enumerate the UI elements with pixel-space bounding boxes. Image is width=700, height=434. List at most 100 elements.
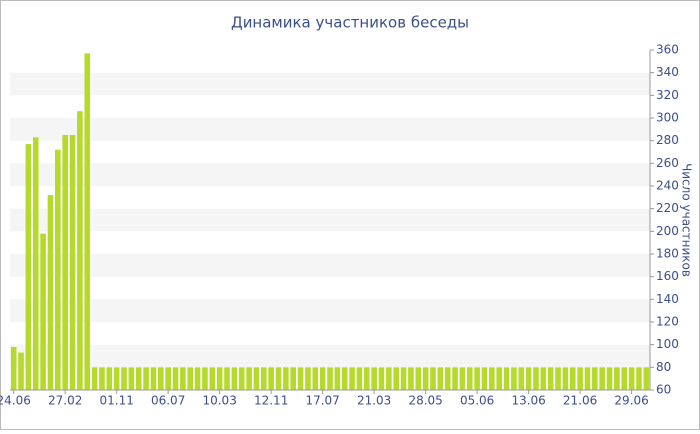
bar [99, 367, 105, 390]
bar [158, 367, 164, 390]
bar [349, 367, 355, 390]
bar [10, 346, 17, 390]
bar [128, 367, 135, 390]
x-tick-label: 17.07 [305, 394, 339, 408]
bar [577, 367, 583, 390]
bar [474, 367, 480, 390]
y-tick-label: 220 [656, 201, 679, 215]
bar [518, 367, 525, 390]
y-axis-label: Число участников [680, 163, 694, 277]
x-tick-label: 12.11 [254, 394, 288, 408]
x-tick-label: 06.07 [151, 394, 185, 408]
bar [47, 195, 54, 390]
x-tick-label: 13.06 [511, 394, 545, 408]
grid-band [10, 208, 650, 232]
bar [135, 367, 142, 390]
bar [555, 367, 561, 390]
y-tick-label: 80 [656, 360, 671, 374]
y-tick-label: 360 [656, 43, 679, 57]
y-tick-label: 340 [656, 65, 679, 79]
bar [378, 367, 385, 390]
y-tick-label: 240 [656, 179, 679, 193]
bar [386, 367, 392, 390]
bar [106, 367, 113, 390]
bar [297, 367, 304, 390]
bar [628, 367, 635, 390]
y-tick-label: 60 [656, 383, 671, 397]
grid-band [10, 118, 650, 141]
bar [334, 367, 341, 390]
bar [511, 367, 517, 390]
bar [202, 367, 208, 390]
x-tick-label: 28.05 [408, 394, 442, 408]
bar [584, 367, 591, 390]
bar [481, 367, 488, 390]
x-tick-label: 27.02 [48, 394, 82, 408]
bar [489, 367, 495, 390]
y-tick-label: 120 [656, 315, 679, 329]
y-tick-label: 300 [656, 111, 679, 125]
bar [363, 367, 370, 390]
bar [319, 367, 326, 390]
y-tick-label: 180 [656, 247, 679, 261]
x-tick-label: 24.06 [0, 394, 31, 408]
bar [415, 367, 422, 390]
bar [283, 367, 289, 390]
bar [187, 367, 194, 390]
bar [180, 367, 186, 390]
bar [194, 367, 201, 390]
bar [437, 367, 444, 390]
x-tick-label: 10.03 [202, 394, 236, 408]
y-tick-label: 280 [656, 133, 679, 147]
bar [246, 367, 252, 390]
y-tick-label: 260 [656, 156, 679, 170]
bar [172, 367, 179, 390]
bar [400, 367, 407, 390]
bar [540, 367, 547, 390]
y-tick-label: 200 [656, 224, 679, 238]
bar [525, 367, 532, 390]
bar [62, 135, 68, 390]
bar [444, 367, 451, 390]
bar [91, 367, 98, 390]
bar [569, 367, 576, 390]
x-tick-label: 21.03 [357, 394, 391, 408]
bar [430, 367, 436, 390]
bar [452, 367, 458, 390]
x-tick-label: 29.06 [614, 394, 648, 408]
bar [408, 367, 414, 390]
bar [84, 53, 91, 391]
bar [592, 367, 598, 390]
bar [253, 367, 260, 390]
bar [422, 367, 429, 390]
bar [371, 367, 377, 390]
bar [18, 352, 24, 390]
bar [143, 367, 149, 390]
bar [209, 367, 216, 390]
bar [25, 144, 32, 390]
y-tick-label: 320 [656, 88, 679, 102]
bar [459, 367, 466, 390]
y-tick-label: 100 [656, 337, 679, 351]
bar [341, 367, 348, 390]
bar [224, 367, 230, 390]
bar [238, 367, 245, 390]
bar [614, 367, 620, 390]
y-tick-label: 160 [656, 269, 679, 283]
bar [69, 135, 76, 390]
bar [305, 367, 311, 390]
x-tick-label: 01.11 [99, 394, 133, 408]
bar [40, 233, 46, 390]
bar [32, 137, 39, 390]
bar [599, 367, 605, 390]
bar [327, 367, 333, 390]
bar [606, 367, 613, 390]
bar [496, 367, 502, 390]
bar [312, 367, 319, 390]
bar [621, 367, 628, 390]
bar [643, 367, 650, 390]
chart-title: Динамика участников беседы [231, 14, 469, 32]
bar [562, 367, 569, 390]
bar [113, 367, 120, 390]
bar [503, 367, 510, 390]
